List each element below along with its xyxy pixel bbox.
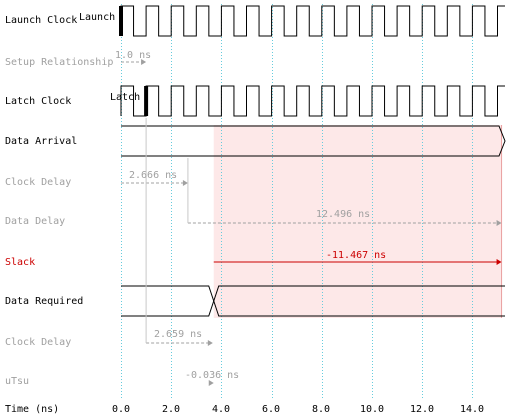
slack-value: -11.467 ns: [326, 250, 386, 261]
axis-tick-label: 14.0: [460, 404, 484, 415]
row-label-clock-delay-2: Clock Delay: [5, 337, 71, 348]
data-arrival-bus: [121, 125, 506, 157]
arrows-layer: [121, 59, 502, 386]
latch-edge-label: Latch: [110, 92, 140, 103]
clock-delay-2-value: 2.659 ns: [154, 329, 202, 340]
row-label-data-required: Data Required: [5, 296, 83, 307]
setup-relationship-arrow-head: [141, 59, 147, 65]
clock-delay-1-arrow-head: [182, 180, 188, 186]
axis-ticks: 0.0 2.0 4.0 6.0 8.0 10.0 12.0 14.0: [112, 404, 484, 415]
axis-tick-label: 2.0: [162, 404, 180, 415]
row-label-clock-delay-1: Clock Delay: [5, 177, 71, 188]
clock-delay-2-arrow: [145, 118, 213, 346]
row-label-data-delay: Data Delay: [5, 216, 65, 227]
row-label-utsu: uTsu: [5, 376, 29, 387]
data-required-bus-bottom: [121, 285, 505, 317]
clock-delay-1-arrow: [121, 180, 188, 186]
utsu-arrow-head: [208, 380, 214, 386]
waveforms-layer: [119, 5, 506, 317]
launch-edge-label: Launch: [79, 12, 115, 23]
row-label-launch-clock: Launch Clock: [5, 15, 77, 26]
launch-edge-marker: [119, 6, 123, 36]
data-delay-arrow-head: [496, 220, 502, 226]
axis-tick-label: 8.0: [312, 404, 330, 415]
setup-relationship-arrow: [121, 59, 147, 65]
slack-region-layer: [213, 125, 503, 318]
clock-delay-2-arrow-head: [207, 340, 213, 346]
launch-clock-waveform: [120, 5, 505, 37]
row-label-setup-relationship: Setup Relationship: [5, 57, 113, 68]
latch-clock-waveform: [120, 85, 505, 117]
slack-arrow-head: [496, 259, 502, 265]
clock-delay-1-value: 2.666 ns: [129, 170, 177, 181]
row-label-slack: Slack: [5, 257, 35, 268]
data-delay-arrow: [187, 158, 502, 226]
slack-arrow: [213, 259, 502, 265]
row-label-latch-clock: Latch Clock: [5, 96, 71, 107]
data-delay-value: 12.496 ns: [316, 209, 370, 220]
axis-tick-label: 0.0: [112, 404, 130, 415]
row-label-data-arrival: Data Arrival: [5, 136, 77, 147]
latch-edge-marker: [144, 86, 149, 116]
axis-tick-label: 6.0: [262, 404, 280, 415]
utsu-arrow: [208, 380, 214, 386]
axis-tick-label: 12.0: [410, 404, 434, 415]
axis-tick-label: 4.0: [212, 404, 230, 415]
setup-relationship-value: 1.0 ns: [115, 50, 151, 61]
axis-label: Time (ns): [5, 404, 59, 415]
row-labels: Launch Clock Setup Relationship Latch Cl…: [5, 15, 113, 415]
slack-region: [213, 125, 502, 318]
utsu-value: -0.036 ns: [185, 370, 239, 381]
axis-tick-label: 10.0: [360, 404, 384, 415]
